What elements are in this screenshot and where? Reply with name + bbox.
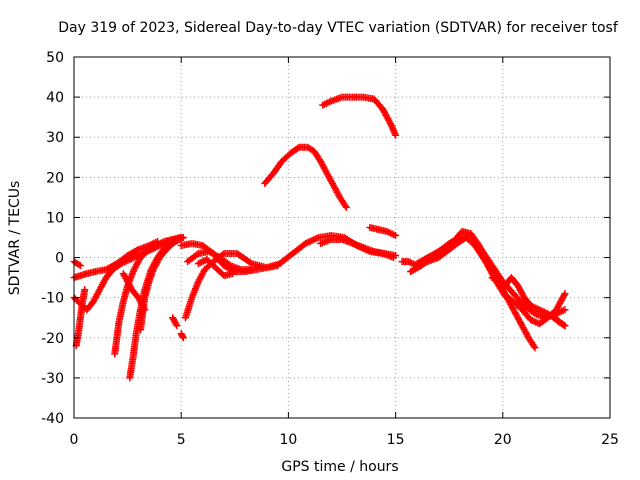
series-arc-17: [319, 93, 400, 139]
data-point-marker: [454, 234, 462, 242]
data-point-marker: [561, 290, 569, 298]
axis-ticks: [73, 56, 611, 419]
series-arc-4: [72, 286, 89, 350]
x-tick-label: 25: [601, 432, 619, 448]
y-tick-label: 50: [46, 50, 64, 66]
y-axis-label: SDTVAR / TECUs: [7, 181, 23, 296]
y-tick-label: -10: [41, 291, 64, 307]
data-point-marker: [246, 259, 254, 267]
data-point-marker: [392, 131, 400, 139]
data-point-marker: [531, 344, 539, 352]
y-tick-label: 40: [46, 90, 64, 106]
y-tick-labels: -40 -30 -20 -10 0 10 20 30 40 50: [41, 50, 64, 427]
series-arc-13: [184, 248, 256, 274]
series-arc-18: [366, 223, 400, 239]
x-tick-labels: 0 5 10 15 20 25: [70, 432, 619, 448]
series-arc-16: [261, 143, 350, 211]
data-point-marker: [248, 266, 256, 274]
x-axis-label: GPS time / hours: [281, 459, 398, 475]
series-arc-8: [119, 270, 149, 314]
data-points: [70, 93, 569, 382]
y-tick-label: -20: [41, 331, 64, 347]
x-tick-label: 20: [494, 432, 512, 448]
data-point-marker: [294, 144, 302, 152]
data-point-marker: [392, 252, 400, 260]
series-arc-14: [194, 256, 237, 280]
series-arc-9: [169, 314, 181, 330]
series-arc-23: [548, 310, 569, 330]
y-tick-label: -30: [41, 371, 64, 387]
data-point-marker: [141, 306, 149, 314]
data-point-marker: [392, 231, 400, 239]
x-tick-label: 0: [70, 432, 79, 448]
x-tick-label: 15: [387, 432, 405, 448]
data-point-marker: [342, 203, 350, 211]
data-point-marker: [81, 286, 89, 294]
data-point-marker: [274, 262, 282, 270]
y-tick-label: 30: [46, 130, 64, 146]
data-point-marker: [173, 322, 181, 330]
series-arc-10: [177, 330, 187, 342]
data-point-marker: [76, 262, 84, 270]
series-arc-15: [317, 236, 400, 260]
y-tick-label: -40: [41, 411, 64, 427]
plot-frame: [73, 56, 611, 419]
y-tick-label: 20: [46, 170, 64, 186]
series-arc-2: [70, 258, 84, 270]
data-point-marker: [179, 234, 187, 241]
data-point-marker: [561, 306, 569, 314]
chart-title: Day 319 of 2023, Sidereal Day-to-day VTE…: [58, 20, 619, 36]
data-point-marker: [193, 251, 201, 259]
x-tick-label: 10: [279, 432, 297, 448]
data-point-marker: [179, 334, 187, 342]
y-tick-label: 10: [46, 210, 64, 226]
data-point-marker: [561, 322, 569, 330]
data-point-marker: [133, 246, 141, 254]
series-arc-5: [111, 234, 185, 358]
series-arc-19: [398, 234, 539, 352]
y-tick-label: 0: [55, 251, 64, 267]
x-tick-label: 5: [177, 432, 186, 448]
data-point-marker: [229, 270, 237, 278]
